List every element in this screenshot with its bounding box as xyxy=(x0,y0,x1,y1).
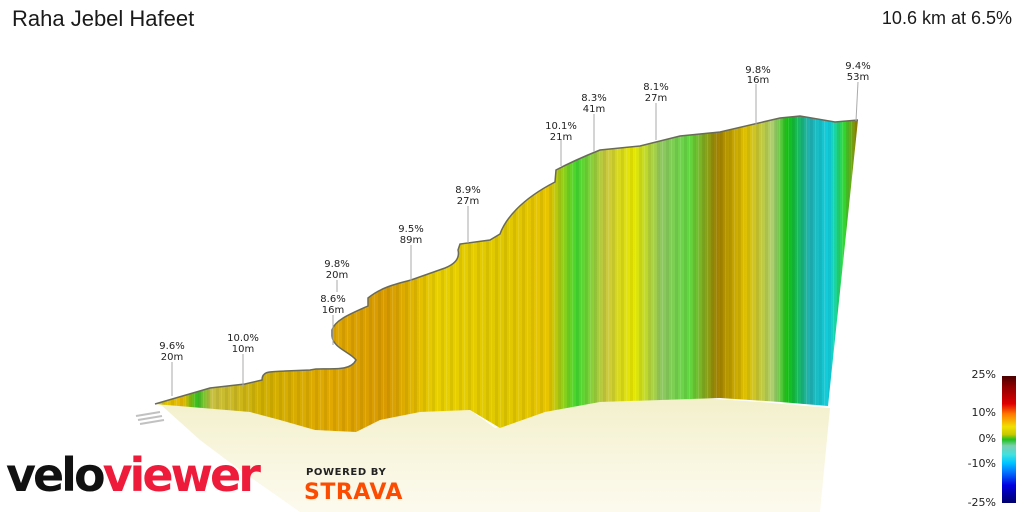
svg-text:9.4%: 9.4% xyxy=(845,61,870,72)
svg-text:89m: 89m xyxy=(400,235,422,246)
svg-text:8.6%: 8.6% xyxy=(320,294,345,305)
legend-tick: 0% xyxy=(978,432,996,445)
annotation: 10.1%21m xyxy=(545,121,577,166)
profile-reflection xyxy=(160,398,830,512)
legend-tick: 10% xyxy=(971,406,996,419)
annotation: 9.8%20m xyxy=(324,259,350,292)
svg-text:10.0%: 10.0% xyxy=(227,333,259,344)
svg-text:8.9%: 8.9% xyxy=(455,185,480,196)
annotation: 9.5%89m xyxy=(398,224,424,281)
veloviewer-logo[interactable]: veloviewer xyxy=(6,448,261,502)
svg-text:9.5%: 9.5% xyxy=(398,224,423,235)
legend-tick: -10% xyxy=(967,457,996,470)
annotation: 8.9%27m xyxy=(455,185,481,243)
annotation: 9.6%20m xyxy=(159,341,185,396)
legend-tick: 25% xyxy=(971,368,996,381)
profile-ridge-line xyxy=(154,115,859,405)
annotation: 8.1%27m xyxy=(643,82,669,140)
svg-text:16m: 16m xyxy=(747,75,769,86)
svg-text:9.6%: 9.6% xyxy=(159,341,184,352)
annotation: 8.6%16m xyxy=(320,294,346,345)
svg-text:41m: 41m xyxy=(583,104,605,115)
svg-text:8.3%: 8.3% xyxy=(581,93,606,104)
svg-text:21m: 21m xyxy=(550,132,572,143)
svg-text:20m: 20m xyxy=(326,270,348,281)
page-title: Raha Jebel Hafeet xyxy=(12,6,195,31)
svg-text:53m: 53m xyxy=(847,72,869,83)
svg-text:27m: 27m xyxy=(645,93,667,104)
svg-text:9.8%: 9.8% xyxy=(324,259,349,270)
svg-text:10m: 10m xyxy=(232,344,254,355)
annotation: 10.0%10m xyxy=(227,333,259,387)
gradient-legend: 25% 10% 0% -10% -25% xyxy=(950,366,1024,512)
annotation: 9.4%53m xyxy=(845,61,871,122)
gradient-color-scale xyxy=(1002,376,1016,503)
svg-text:8.1%: 8.1% xyxy=(643,82,668,93)
annotation: 8.3%41m xyxy=(581,93,607,152)
svg-text:9.8%: 9.8% xyxy=(745,65,770,76)
gradient-annotations: 9.6%20m 10.0%10m 8.6%16m 9.8%20m 9.5%89m… xyxy=(159,61,871,396)
strava-logo[interactable]: STRAVA xyxy=(304,480,403,505)
svg-text:10.1%: 10.1% xyxy=(545,121,577,132)
annotation: 9.8%16m xyxy=(745,65,771,125)
climb-summary: 10.6 km at 6.5% xyxy=(881,8,1012,28)
svg-text:16m: 16m xyxy=(322,305,344,316)
legend-tick: -25% xyxy=(967,496,996,509)
direction-marker xyxy=(135,411,165,425)
svg-text:20m: 20m xyxy=(161,352,183,363)
svg-text:27m: 27m xyxy=(457,196,479,207)
powered-by-label: POWERED BY xyxy=(306,467,387,478)
